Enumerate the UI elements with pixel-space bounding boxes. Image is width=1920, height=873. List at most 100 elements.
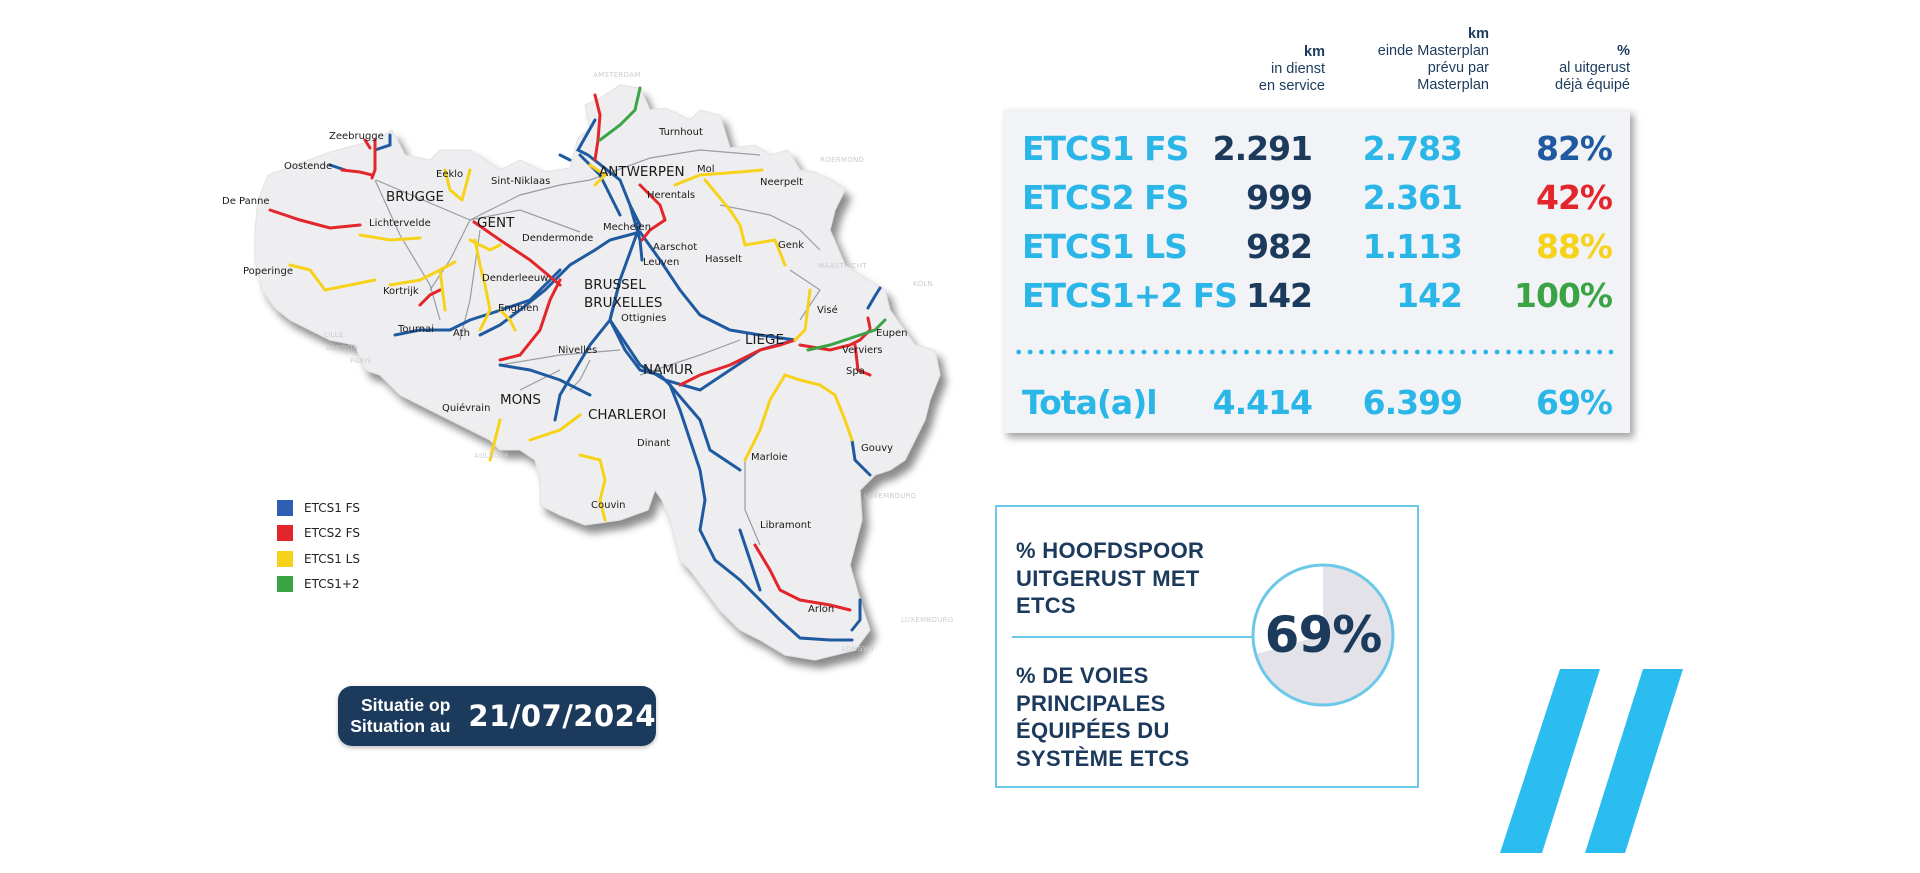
row-label: ETCS1 LS xyxy=(1022,227,1188,266)
city-nivelles: Nivelles xyxy=(558,345,597,356)
date-labels: Situatie op Situation au xyxy=(338,695,450,737)
city-sint-niklaas: Sint-Niklaas xyxy=(491,176,550,187)
legend-swatch-green xyxy=(277,576,293,593)
ext-luxembourg-south: LUXEMBOURG xyxy=(901,616,954,624)
row-masterplan: 142 xyxy=(1396,276,1463,315)
kpi-divider xyxy=(1012,636,1252,638)
kpi-line: ÉQUIPÉES DU xyxy=(1016,718,1170,743)
city-ottignies: Ottignies xyxy=(621,313,666,324)
table-total-row: Tota(a)l 4.414 6.399 69% xyxy=(1003,380,1630,426)
col-unit: % xyxy=(1617,43,1630,59)
ext-london: LONDON xyxy=(326,344,358,352)
col-label-fr: prévu par xyxy=(1427,60,1489,76)
city-quievrain: Quiévrain xyxy=(442,402,490,414)
legend-swatch-red xyxy=(277,525,293,542)
ext-aulnoye: AULNOYE xyxy=(474,452,509,460)
legend-label: ETCS1 LS xyxy=(304,551,360,566)
city-antwerpen: ANTWERPEN xyxy=(599,164,685,180)
row-in-service: 999 xyxy=(1246,178,1313,217)
kpi-line: PRINCIPALES xyxy=(1016,690,1166,716)
table-row: ETCS1 LS 982 1.113 88% xyxy=(1003,224,1630,270)
map-legend: ETCS1 FS ETCS2 FS ETCS1 LS ETCS1+2 xyxy=(277,495,360,597)
brand-slashes-icon xyxy=(1500,669,1683,853)
city-bruxelles: BRUXELLES xyxy=(584,295,662,311)
city-tournai: Tournai xyxy=(397,324,434,335)
row-in-service: 142 xyxy=(1246,276,1313,315)
city-couvin: Couvin xyxy=(591,500,625,511)
city-marloie: Marloie xyxy=(751,452,788,463)
city-herentals: Herentals xyxy=(647,190,695,201)
city-ath: Ath xyxy=(453,328,470,339)
ext-luxembourg-north: LUXEMBOURG xyxy=(864,492,917,500)
city-leuven: Leuven xyxy=(643,257,679,268)
col-head-masterplan: km einde Masterplan prévu par Masterplan xyxy=(1378,26,1489,94)
etcs-table: ETCS1 FS 2.291 2.783 82% ETCS2 FS 999 2.… xyxy=(1003,109,1630,433)
legend-label: ETCS2 FS xyxy=(304,526,360,541)
date-value: 21/07/2024 xyxy=(468,699,656,733)
city-gent: GENT xyxy=(477,215,515,231)
col-label-fr-2: Masterplan xyxy=(1417,77,1489,93)
total-pct: 69% xyxy=(1536,383,1613,422)
row-pct: 100% xyxy=(1514,276,1613,315)
legend-item-etcs1-ls: ETCS1 LS xyxy=(277,546,360,572)
col-head-in-service: km in dienst en service xyxy=(1259,44,1325,95)
city-verviers: Verviers xyxy=(842,345,883,356)
ext-koln: KÖLN xyxy=(913,279,933,288)
city-dendermonde: Dendermonde xyxy=(522,233,593,244)
map-graphic: BRUGGE GENT ANTWERPEN BRUSSEL BRUXELLES … xyxy=(222,71,954,661)
row-masterplan: 2.783 xyxy=(1362,129,1463,168)
kpi-text-fr: % DE VOIES PRINCIPALES ÉQUIPÉES DU SYSTÈ… xyxy=(1016,662,1190,772)
ext-longwy: LONGWY xyxy=(842,645,875,653)
dotted-divider xyxy=(1013,349,1618,355)
kpi-line: % HOOFDSPOOR xyxy=(1016,538,1205,563)
city-enghien: Enghien xyxy=(498,303,539,314)
ext-amsterdam: AMSTERDAM xyxy=(593,71,641,79)
city-libramont: Libramont xyxy=(760,520,811,531)
total-masterplan: 6.399 xyxy=(1362,383,1463,422)
etcs1-ls-lines xyxy=(288,163,854,522)
total-in-service: 4.414 xyxy=(1212,383,1313,422)
city-liege: LIEGE xyxy=(745,332,784,348)
kpi-line: UITGERUST MET xyxy=(1016,565,1200,591)
city-oostende: Oostende xyxy=(284,161,332,172)
city-genk: Genk xyxy=(778,240,804,251)
city-dinant: Dinant xyxy=(637,438,670,449)
row-masterplan: 1.113 xyxy=(1362,227,1463,266)
row-masterplan: 2.361 xyxy=(1362,178,1463,217)
kpi-line: SYSTÈME ETCS xyxy=(1016,745,1190,771)
city-denderleeuw: Denderleeuw xyxy=(482,273,548,284)
table-column-headers: km in dienst en service km einde Masterp… xyxy=(0,24,1920,104)
city-kortrijk: Kortrijk xyxy=(383,286,419,297)
legend-label: ETCS1 FS xyxy=(304,500,360,515)
col-label-nl: einde Masterplan xyxy=(1377,43,1489,59)
row-pct: 42% xyxy=(1536,178,1613,217)
city-poperinge: Poperinge xyxy=(243,266,293,277)
col-label-nl: in dienst xyxy=(1270,61,1325,77)
legend-item-etcs1-fs: ETCS1 FS xyxy=(277,495,360,521)
city-vise: Visé xyxy=(817,304,838,316)
etcs12-lines xyxy=(598,86,887,352)
date-label-nl: Situatie op xyxy=(360,695,451,715)
legend-swatch-blue xyxy=(277,499,293,516)
col-unit: km xyxy=(1468,26,1489,42)
legend-label: ETCS1+2 xyxy=(304,577,360,592)
ext-paris: PARIS xyxy=(350,357,372,365)
city-brugge: BRUGGE xyxy=(386,189,444,205)
city-arlon: Arlon xyxy=(808,604,834,615)
city-mons: MONS xyxy=(500,392,541,408)
kpi-line: ETCS xyxy=(1016,593,1076,618)
row-label: ETCS1+2 FS xyxy=(1022,276,1238,315)
table-row: ETCS1+2 FS 142 142 100% xyxy=(1003,273,1630,319)
city-hasselt: Hasselt xyxy=(705,254,742,265)
city-turnhout: Turnhout xyxy=(658,127,703,138)
col-label-fr: déjà équipé xyxy=(1555,77,1630,93)
total-label: Tota(a)l xyxy=(1022,383,1158,422)
city-aarschot: Aarschot xyxy=(653,242,697,253)
city-gouvy: Gouvy xyxy=(861,443,893,454)
ext-maastricht: MAASTRICHT xyxy=(818,262,867,270)
kpi-value: 69% xyxy=(1264,606,1383,664)
col-unit: km xyxy=(1304,44,1325,60)
city-eupen: Eupen xyxy=(876,328,908,339)
city-charleroi: CHARLEROI xyxy=(588,407,666,423)
table-row: ETCS2 FS 999 2.361 42% xyxy=(1003,175,1630,221)
